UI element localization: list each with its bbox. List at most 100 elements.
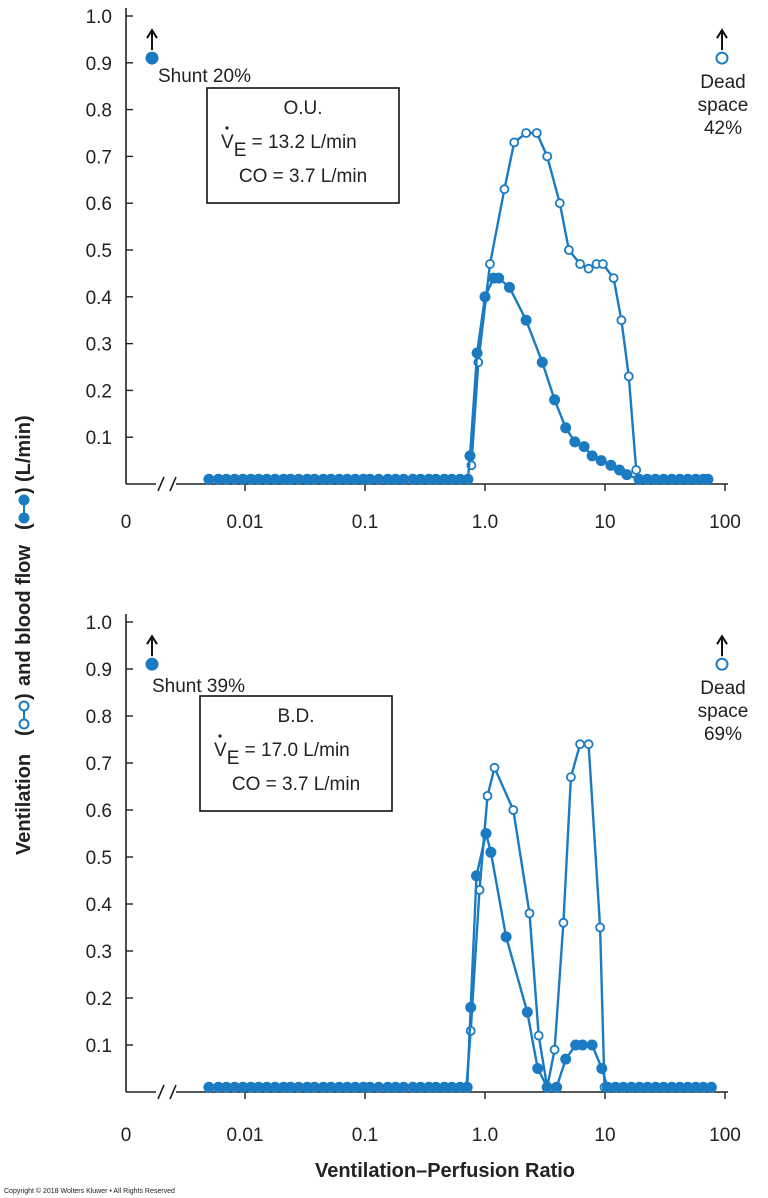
ventilation-point — [623, 371, 634, 382]
y-tick-label: 0.8 — [86, 707, 112, 728]
x-tick-label: 0 — [121, 1125, 132, 1146]
blood-flow-point — [479, 291, 491, 303]
blood-flow-point — [398, 473, 410, 485]
x-tick-label: 0.1 — [352, 512, 378, 533]
x-tick-label: 0.01 — [227, 512, 264, 533]
cardiac-output-label: CO = 3.7 L/min — [239, 166, 367, 187]
ve-label: VE = 13.2 L/min — [221, 132, 357, 161]
x-tick-label: 10 — [594, 1125, 615, 1146]
blood-flow-point — [532, 1063, 544, 1075]
dead-space-label: Dead — [700, 678, 745, 699]
x-tick-label: 100 — [709, 512, 741, 533]
ve-dot — [218, 734, 222, 738]
ventilation-point — [485, 259, 495, 269]
blood-flow-point — [470, 870, 482, 882]
y-axis-label-part1: Ventilation — [13, 754, 35, 855]
blood-flow-point — [485, 846, 497, 858]
ve-label: VE = 17.0 L/min — [214, 740, 350, 769]
blood-flow-point — [464, 450, 476, 462]
y-tick-label: 0.8 — [86, 101, 112, 122]
ventilation-point — [575, 739, 585, 750]
blood-flow-series-line — [208, 832, 712, 1089]
ventilation-point — [499, 184, 510, 195]
x-axis-label: Ventilation–Perfusion Ratio — [315, 1160, 575, 1182]
blood-flow-point — [465, 1001, 477, 1013]
blood-flow-point — [203, 1081, 215, 1093]
blood-flow-point — [309, 473, 321, 485]
blood-flow-point — [595, 455, 607, 467]
shunt-marker — [145, 51, 159, 65]
ventilation-legend-symbol: ( ) — [13, 693, 35, 736]
svg-text:): ) — [13, 693, 35, 700]
ventilation-point — [554, 198, 565, 209]
y-tick-label: 0.3 — [86, 335, 112, 356]
dead-space-arrow-head — [716, 634, 728, 645]
shunt-label: Shunt 39% — [152, 676, 245, 697]
ventilation-point — [549, 1044, 560, 1055]
subject-label: B.D. — [278, 706, 315, 727]
blood-flow-point — [309, 1081, 321, 1093]
y-tick-label: 0.9 — [86, 660, 112, 681]
panel-ou: 0.1 0.2 0.3 0.4 0.5 0.6 0.7 0.8 0.9 1.0 0 0.01 0.1 1.… — [86, 7, 749, 533]
blood-flow-point — [471, 347, 483, 359]
ventilation-point — [542, 151, 553, 162]
blood-flow-point — [560, 422, 572, 434]
blood-flow-point — [398, 1081, 410, 1093]
svg-text:(: ( — [13, 523, 35, 530]
ventilation-point — [631, 465, 642, 475]
y-tick-label: 0.2 — [86, 381, 112, 402]
blood-flow-point — [605, 459, 617, 471]
blood-flow-point — [493, 272, 505, 284]
y-tick-label: 0.5 — [86, 848, 112, 869]
blood-flow-point — [536, 356, 548, 368]
ventilation-point — [564, 245, 574, 255]
ventilation-point — [509, 137, 520, 148]
y-tick-label: 0.4 — [86, 288, 113, 309]
y-tick-label: 0.1 — [86, 1036, 112, 1057]
ventilation-series-line — [470, 131, 638, 471]
dead-space-label: space — [698, 701, 749, 722]
ventilation-point — [598, 259, 608, 269]
y-tick-label: 0.6 — [86, 194, 112, 215]
dead-space-label: 42% — [704, 118, 742, 139]
blood-flow-point — [621, 469, 633, 481]
y-axis-label-part2: and blood flow — [13, 544, 35, 686]
dead-space-label: space — [698, 95, 749, 116]
subject-label: O.U. — [283, 98, 322, 119]
ventilation-point — [533, 1030, 544, 1041]
blood-flow-point — [577, 1039, 589, 1051]
blood-flow-point — [596, 1063, 608, 1075]
y-tick-label: 0.5 — [86, 241, 112, 262]
ventilation-point — [482, 791, 493, 801]
ve-value: = 13.2 L/min — [246, 132, 356, 153]
blood-flow-point — [461, 1081, 473, 1093]
shunt-arrow-head — [146, 28, 158, 39]
y-tick-label: 1.0 — [86, 613, 112, 634]
blood-flow-point — [569, 436, 581, 448]
y-tick-label: 0.1 — [86, 428, 112, 449]
blood-flow-point — [560, 1053, 572, 1065]
y-axis-label: Ventilation ( ) and blood flow ( ) (L/mi… — [13, 415, 35, 855]
x-tick-label: 1.0 — [472, 512, 498, 533]
blood-flow-point — [551, 1081, 563, 1093]
svg-text:): ) — [13, 487, 35, 494]
shunt-marker — [145, 657, 159, 671]
info-box — [206, 87, 400, 204]
ve-subscript: E — [227, 748, 240, 769]
info-box — [199, 695, 393, 812]
x-tick-label: 1.0 — [472, 1125, 498, 1146]
blood-flow-point — [586, 1039, 598, 1051]
x-tick-label: 0.01 — [227, 1125, 264, 1146]
x-tick-label: 0 — [121, 512, 132, 533]
shunt-label: Shunt 20% — [158, 66, 251, 87]
axis-break-mark — [157, 476, 165, 492]
ventilation-point — [595, 922, 605, 933]
ventilation-point — [508, 805, 519, 815]
panel-bd: 0.1 0.2 0.3 0.4 0.5 0.6 0.7 0.8 0.9 1.0 0 0.01 0.1 1.… — [86, 613, 749, 1146]
y-tick-label: 0.6 — [86, 801, 112, 822]
y-tick-label: 0.7 — [86, 754, 112, 775]
dead-space-label: 69% — [704, 724, 742, 745]
blood-flow-point — [541, 1081, 553, 1093]
y-tick-label: 0.3 — [86, 942, 112, 963]
blood-flow-point — [480, 828, 492, 840]
